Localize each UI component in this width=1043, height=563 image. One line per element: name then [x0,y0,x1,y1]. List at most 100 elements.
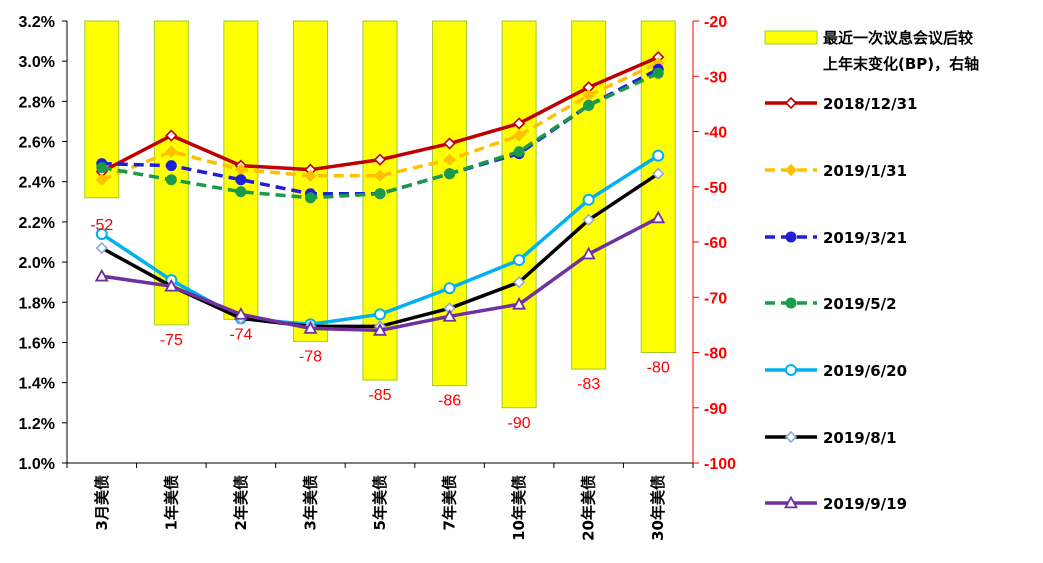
series-2019/9/19 [94,210,666,336]
bar-data-label: -90 [508,415,531,432]
left-tick-label: 2.0% [19,255,55,272]
legend-marker [785,364,797,376]
x-tick-label: 2年美债 [232,475,250,530]
x-tick-label: 7年美债 [441,475,459,530]
series-point [164,278,179,292]
left-tick-label: 3.0% [19,54,55,71]
series-2019/1/31 [95,57,665,186]
bar-data-label: -75 [160,332,183,349]
series-point [513,254,526,267]
legend-bar-swatch [764,30,818,45]
series-point [582,213,595,227]
bar-data-label: -52 [90,217,113,234]
x-tick-label: 20年美债 [580,475,598,541]
bar-data-label: -78 [299,348,322,365]
left-tick-label: 2.2% [19,215,55,232]
legend-marker [785,231,797,243]
bar-data-label: -80 [647,360,670,377]
bar-data-label: -83 [577,376,600,393]
series-point [373,169,387,182]
series-point [96,162,108,174]
right-tick-label: -50 [704,180,727,197]
legend-series-label: 2019/9/19 [823,495,907,513]
right-tick-label: -90 [704,401,727,418]
series-point [374,308,386,321]
right-tick-label: -70 [704,290,727,307]
series-point [512,276,526,289]
right-tick-label: -60 [704,235,727,252]
series-point [652,67,664,79]
x-tick-label: 3月美债 [93,475,111,530]
x-tick-label: 10年美债 [510,475,528,541]
series-point [512,129,526,142]
x-tick-label: 30年美债 [649,475,667,541]
bar-label-layer: -52 -75 -74 -78 -85 -86 -90 -83 -80 [90,217,670,432]
series-point [303,321,318,334]
series-point [165,129,178,142]
series-2019/5/2 [96,67,664,204]
series-point [235,174,247,186]
series-point [165,145,178,158]
series-point [165,160,177,172]
series-point [235,186,247,198]
x-tick-label: 3年美债 [301,475,319,530]
x-tick-label: 1年美债 [162,475,180,530]
right-tick-label: -80 [704,346,727,363]
left-tick-label: 3.2% [19,14,55,31]
series-point [443,137,456,150]
right-tick-label: -100 [704,456,736,473]
lines-layer [94,51,666,336]
right-tick-label: -30 [704,69,727,86]
series-point [94,268,109,282]
series-point [583,99,595,111]
series-point [374,188,386,200]
bar-layer [84,20,676,409]
series-point [443,153,456,166]
bar-data-label: -74 [229,326,252,343]
bar-5 [432,20,468,387]
series-point [512,296,527,310]
legend-marker [784,430,798,444]
series-point [95,173,108,186]
left-tick-label: 1.8% [19,295,55,312]
series-point [165,174,177,186]
legend-bar-label: 最近一次议息会议后较 [823,29,973,47]
left-tick-label: 2.4% [19,175,55,192]
left-tick-label: 1.6% [19,335,55,352]
series-point [373,153,387,166]
right-tick-label: -20 [704,14,727,31]
axes-layer: 1.0% 1.2% 1.4% 1.6% 1.8% 2.0% 2.2% 2.4% 2.6% 2.8%… [19,14,737,541]
left-tick-label: 1.4% [19,376,55,393]
legend-series-label: 2019/6/20 [823,362,907,380]
series-point [582,193,595,206]
legend-series-label: 2018/12/31 [823,95,917,113]
left-tick-label: 2.6% [19,135,55,152]
series-point [443,282,456,295]
series-point [442,308,457,322]
series-point [512,117,526,130]
legend-bar-label: 上年末变化(BP)，右轴 [823,55,979,73]
legend-series-label: 2019/3/21 [823,229,907,247]
legend-marker [783,495,799,509]
series-point [652,167,665,180]
bar-6 [501,20,537,409]
legend-marker [784,96,798,110]
series-point [233,306,248,320]
left-tick-label: 1.2% [19,416,55,433]
series-point [95,227,108,240]
left-tick-label: 1.0% [19,456,55,473]
series-point [444,168,456,180]
x-tick-label: 5年美债 [371,475,389,530]
bar-data-label: -85 [368,387,391,404]
series-point [581,246,596,260]
series-point [372,323,388,336]
left-tick-label: 2.8% [19,94,55,111]
series-point [95,241,108,255]
legend-marker [784,163,798,177]
legend-marker [785,297,797,309]
right-tick-label: -40 [704,125,727,142]
legend-series-label: 2019/5/2 [823,295,897,313]
series-point [651,210,666,224]
